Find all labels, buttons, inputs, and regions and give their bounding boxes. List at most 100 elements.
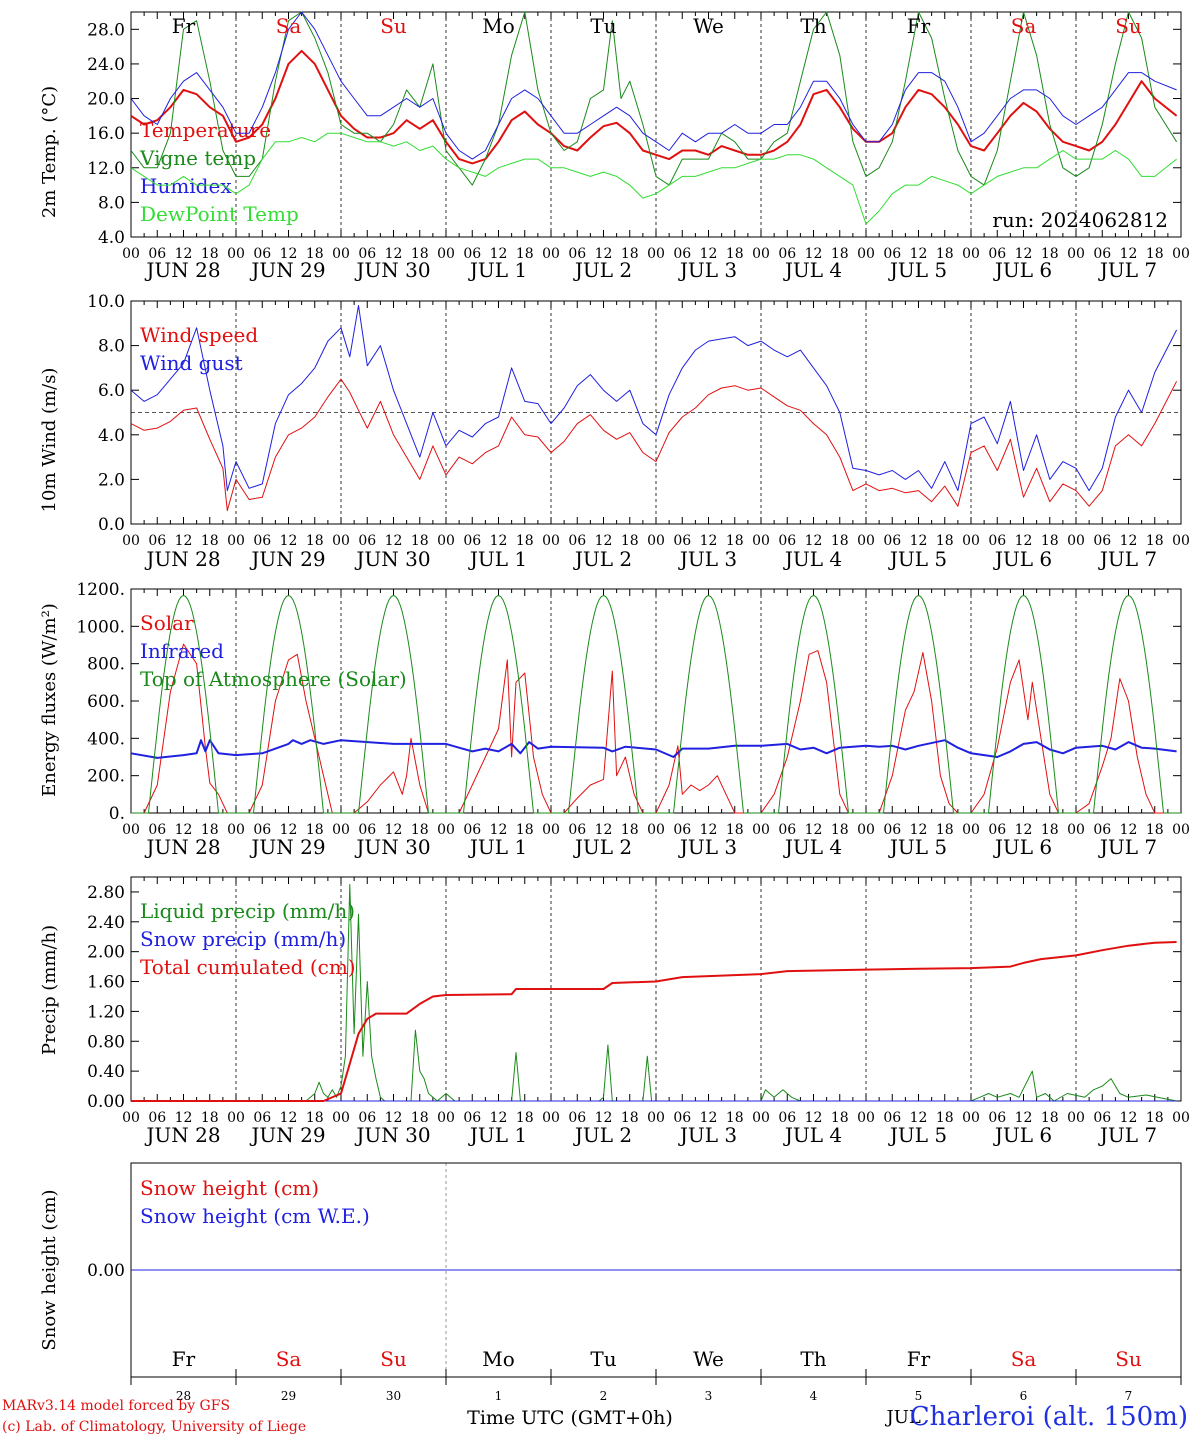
month-label: JUL <box>885 1407 921 1428</box>
hour-tick-label: 18 <box>1146 1110 1164 1126</box>
hour-tick-label: 00 <box>227 1110 245 1126</box>
hour-tick-label: 06 <box>673 1110 691 1126</box>
hour-tick-label: 12 <box>280 246 298 262</box>
hour-tick-label: 12 <box>490 246 508 262</box>
y-tick-label: 20.0 <box>87 90 125 110</box>
hour-tick-label: 18 <box>831 1110 849 1126</box>
hour-tick-label: 06 <box>673 822 691 838</box>
hour-tick-label: 12 <box>1120 822 1138 838</box>
hour-tick-label: 18 <box>726 1110 744 1126</box>
hour-tick-label: 00 <box>857 822 875 838</box>
hour-tick-label: 06 <box>1093 533 1111 549</box>
hour-tick-label: 00 <box>1172 822 1190 838</box>
hour-tick-label: 12 <box>280 533 298 549</box>
hour-tick-label: 18 <box>1041 822 1059 838</box>
y-tick-label: 8.0 <box>98 337 125 357</box>
y-axis-label: Energy fluxes (W/m²) <box>39 603 60 797</box>
hour-tick-label: 12 <box>1120 1110 1138 1126</box>
hour-tick-label: 18 <box>201 822 219 838</box>
hour-tick-label: 18 <box>201 533 219 549</box>
hour-tick-label: 06 <box>463 1110 481 1126</box>
y-tick-label: 0.00 <box>87 1261 125 1281</box>
hour-tick-label: 18 <box>411 246 429 262</box>
hour-tick-label: 06 <box>253 246 271 262</box>
hour-tick-label: 06 <box>148 533 166 549</box>
y-tick-label: 1.60 <box>87 973 125 993</box>
run-label: run: 2024062812 <box>992 208 1168 232</box>
date-label: JUL 4 <box>783 1123 842 1147</box>
y-tick-label: 400. <box>87 729 125 749</box>
day-number: 6 <box>1020 1389 1028 1403</box>
hour-tick-label: 12 <box>595 246 613 262</box>
series-line <box>130 305 1178 492</box>
hour-tick-label: 18 <box>621 533 639 549</box>
hour-tick-label: 18 <box>621 246 639 262</box>
hour-tick-label: 18 <box>936 1110 954 1126</box>
day-number: 2 <box>600 1389 608 1403</box>
date-label: JUL 5 <box>888 547 947 571</box>
hour-tick-label: 06 <box>148 246 166 262</box>
hour-tick-label: 18 <box>411 1110 429 1126</box>
hour-tick-label: 12 <box>805 246 823 262</box>
legend-entry: Vigne temp <box>139 146 256 170</box>
date-label: JUN 30 <box>354 258 430 282</box>
weekday-label: Tu <box>590 14 616 38</box>
hour-tick-label: 00 <box>857 246 875 262</box>
date-label: JUL 6 <box>993 835 1052 859</box>
legend-entry: Total cumulated (cm) <box>140 955 356 979</box>
weekday-label: Mo <box>482 1347 515 1371</box>
y-tick-label: 28.0 <box>87 20 125 40</box>
hour-tick-label: 12 <box>700 822 718 838</box>
y-tick-label: 1200. <box>76 580 125 600</box>
legend-entry: Temperature <box>140 118 271 142</box>
hour-tick-label: 00 <box>647 1110 665 1126</box>
legend-entry: Wind speed <box>140 323 258 347</box>
legend-entry: Snow precip (mm/h) <box>140 927 346 951</box>
date-label: JUL 5 <box>888 1123 947 1147</box>
hour-tick-label: 00 <box>752 246 770 262</box>
panel-frame <box>130 300 1182 525</box>
y-tick-label: 0. <box>109 804 125 824</box>
hour-tick-label: 06 <box>778 533 796 549</box>
hour-tick-label: 06 <box>673 246 691 262</box>
date-label: JUL 3 <box>678 258 737 282</box>
hour-tick-label: 00 <box>227 822 245 838</box>
hour-tick-label: 12 <box>805 533 823 549</box>
hour-tick-label: 06 <box>1093 1110 1111 1126</box>
date-label: JUN 29 <box>249 547 325 571</box>
date-label: JUL 7 <box>1098 258 1157 282</box>
hour-tick-label: 18 <box>726 533 744 549</box>
hour-tick-label: 12 <box>175 1110 193 1126</box>
hour-tick-label: 06 <box>778 246 796 262</box>
hour-tick-label: 18 <box>516 246 534 262</box>
y-tick-label: 0.40 <box>87 1062 125 1082</box>
hour-tick-label: 06 <box>358 1110 376 1126</box>
hour-tick-label: 06 <box>988 533 1006 549</box>
y-tick-label: 16.0 <box>87 124 125 144</box>
y-tick-label: 2.00 <box>87 943 125 963</box>
y-axis-label: Snow height (cm) <box>39 1189 60 1350</box>
y-tick-label: 12.0 <box>87 159 125 179</box>
hour-tick-label: 06 <box>1093 822 1111 838</box>
hour-tick-label: 18 <box>411 533 429 549</box>
day-number: 1 <box>495 1389 503 1403</box>
hour-tick-label: 12 <box>385 1110 403 1126</box>
hour-tick-label: 00 <box>1172 1110 1190 1126</box>
hour-tick-label: 18 <box>831 533 849 549</box>
y-tick-label: 4.0 <box>98 228 125 248</box>
hour-tick-label: 00 <box>647 533 665 549</box>
weekday-label: Fr <box>907 1347 931 1371</box>
weekday-label: We <box>693 1347 724 1371</box>
hour-tick-label: 00 <box>1067 1110 1085 1126</box>
panel-frame <box>130 11 1182 238</box>
hour-tick-label: 00 <box>122 533 140 549</box>
hour-tick-label: 12 <box>280 822 298 838</box>
date-label: JUN 28 <box>144 258 220 282</box>
hour-tick-label: 18 <box>1146 246 1164 262</box>
weekday-label: Sa <box>1011 1347 1037 1371</box>
hour-tick-label: 12 <box>1015 246 1033 262</box>
date-label: JUL 6 <box>993 258 1052 282</box>
hour-tick-label: 00 <box>437 1110 455 1126</box>
hour-tick-label: 12 <box>385 533 403 549</box>
hour-tick-label: 12 <box>385 246 403 262</box>
